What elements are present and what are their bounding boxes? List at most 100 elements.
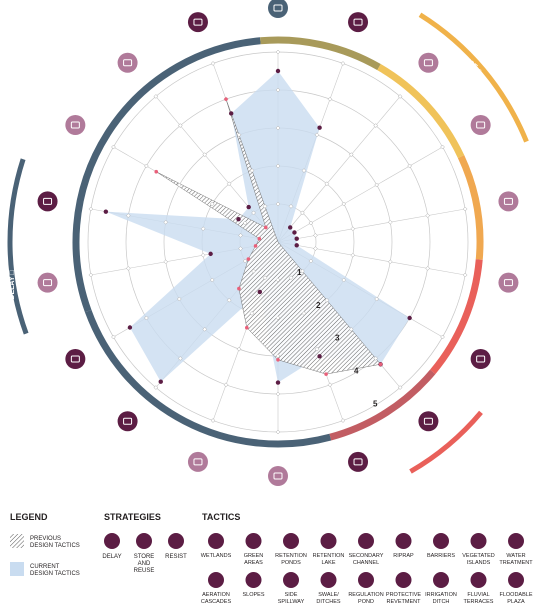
tactic-icon [245, 572, 262, 588]
icon-glyph [43, 197, 53, 205]
icon-glyph [193, 458, 203, 466]
grid-node [387, 259, 393, 265]
grid-node [125, 213, 131, 218]
tactic-label: FLOODABLE PLAZA [499, 592, 532, 605]
grid-node [251, 268, 256, 274]
ring-segment [260, 36, 381, 71]
icon-badge [37, 272, 58, 293]
grid-node [210, 61, 216, 66]
grid-node [301, 168, 307, 173]
current-point [292, 230, 297, 235]
grid-node [348, 152, 354, 158]
delay-arc-label: DELAY □ [9, 270, 16, 300]
grid-node [288, 275, 294, 281]
tactic-icons [37, 0, 519, 486]
grid-node [200, 226, 206, 232]
text-line: CASCADES [201, 599, 232, 605]
axis-spoke [277, 208, 466, 243]
tactic-label: RIPRAP [393, 553, 414, 559]
grid-node [88, 206, 94, 212]
legend-title: LEGEND [10, 512, 48, 522]
previous-point [263, 225, 268, 230]
text-line: PROTECTIVE [386, 592, 421, 598]
grid-node [275, 87, 281, 93]
grid-node [373, 356, 379, 361]
tactic-icon [433, 572, 449, 588]
floodable-plaza-icon [348, 451, 369, 472]
ring-segment [84, 309, 332, 448]
vegetated-islands-icon [187, 12, 208, 33]
grid-node [374, 296, 380, 302]
grid-node [223, 382, 229, 388]
grid-node [226, 181, 232, 187]
icon-badge [418, 411, 439, 432]
grid-node [440, 334, 445, 340]
icon-badge [65, 115, 86, 135]
tactic-icon [470, 533, 487, 549]
text-line: RIPRAP [393, 553, 414, 559]
text-line: SIDE [285, 592, 298, 598]
previous-point [257, 236, 262, 241]
tactic-icon [358, 572, 374, 588]
current-point [317, 125, 322, 130]
icon-badge [498, 272, 519, 293]
grid-node [210, 418, 216, 423]
text-line: LAKE [321, 560, 335, 566]
delay-icon [104, 533, 120, 549]
tactic-icon [208, 533, 224, 549]
tactic-label: RETENTION PONDS [275, 553, 307, 566]
icon-badge [470, 115, 491, 135]
icon-badge [498, 191, 519, 212]
grid-node [275, 315, 281, 321]
scale-label: 5 [373, 400, 378, 409]
icon-glyph [476, 355, 486, 363]
tactic-icon [358, 533, 374, 549]
legend-current-swatch [10, 562, 24, 576]
grid-node [324, 181, 330, 187]
tactic-icon [508, 572, 524, 588]
tactic-label: IRRIGATION DITCH [425, 592, 457, 605]
grid-node [348, 326, 354, 332]
grid-node [407, 163, 412, 169]
grid-node [202, 326, 208, 332]
tactic-label: SWALE/DITCHES [316, 592, 340, 605]
text-line: VEGETATED [462, 553, 495, 559]
grid-node [262, 275, 268, 281]
scale-label: 3 [335, 334, 340, 343]
text-line: RETENTION [313, 553, 345, 559]
tactic-icon [395, 572, 412, 588]
protective-revetment-icon [187, 451, 208, 472]
grid-node [238, 233, 243, 238]
text-line: AND [138, 561, 151, 567]
tactic-label: SIDE SPILLWAY [278, 592, 305, 605]
grid-node [242, 258, 248, 264]
tactic-icon [283, 572, 299, 588]
tactic-icon [433, 533, 449, 549]
tactic-label: WETLANDS [201, 553, 232, 559]
tactic-label: WATER TREATMENT [499, 553, 533, 566]
scale-label: 4 [354, 367, 359, 376]
grid-node [275, 391, 281, 397]
resist-arc [409, 410, 483, 474]
grid-node [308, 220, 314, 226]
text-line: DITCH [433, 599, 450, 605]
tactic-icon [470, 572, 487, 588]
grid-node [397, 94, 403, 99]
tactic-label: VEGETATED ISLANDS [462, 553, 495, 566]
icon-glyph [70, 355, 80, 363]
text-line: AERATION [202, 592, 230, 598]
axis-spoke [277, 241, 466, 276]
tactic-label: SLOPES [242, 592, 264, 598]
tactic-icon [395, 533, 412, 549]
text-line: AREAS [244, 560, 263, 566]
secondary-channel-icon [498, 191, 519, 212]
swale-ditches-icon [65, 115, 86, 135]
grid-node [308, 258, 314, 264]
grid-node [144, 315, 149, 321]
grid-node [111, 334, 116, 340]
current-point [158, 379, 163, 384]
previous-point [237, 286, 241, 291]
retention-lake-icon [470, 115, 491, 135]
text-line: WATER [506, 553, 525, 559]
grid-node [313, 233, 318, 238]
